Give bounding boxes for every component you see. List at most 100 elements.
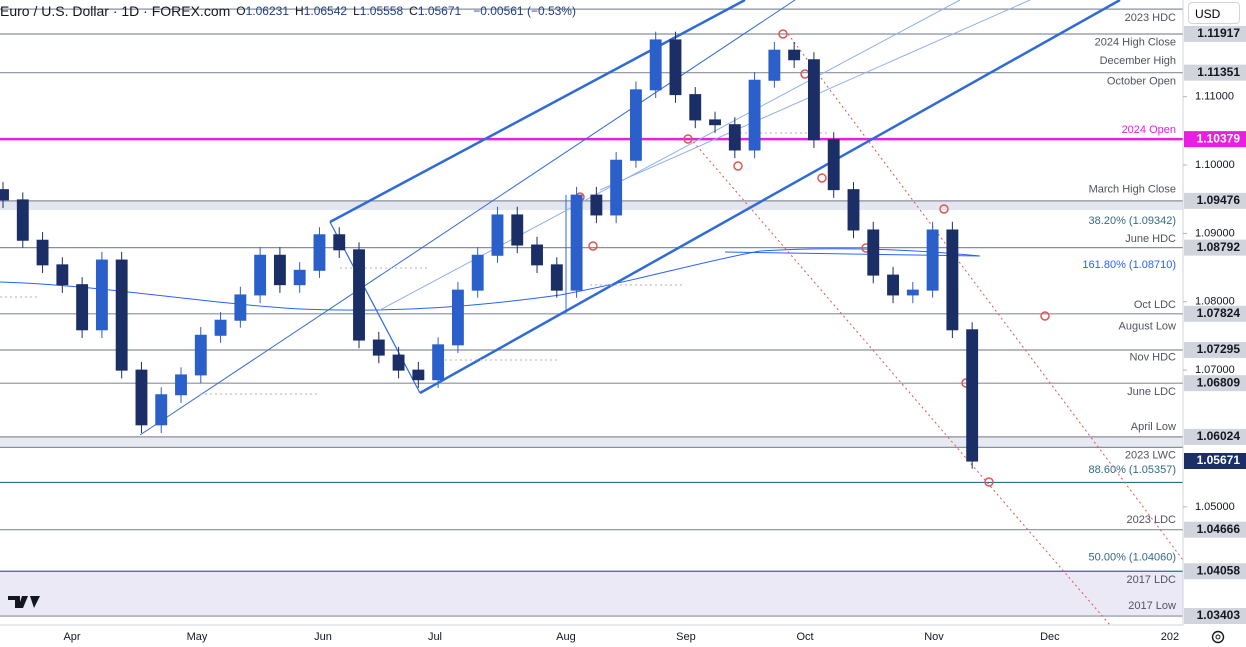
level-annotation: 2023 HDC <box>1125 12 1176 24</box>
candle-body <box>155 394 168 426</box>
ohlc-value: 1.05671 <box>417 4 462 18</box>
candle-body <box>570 194 583 291</box>
y-tick-label: 1.05000 <box>1195 501 1235 513</box>
candle-body <box>293 269 306 286</box>
y-tick-label: 1.08000 <box>1195 296 1235 308</box>
level-annotation: August Low <box>1119 320 1177 332</box>
candle-body <box>827 139 840 191</box>
ohlc-value: 1.06542 <box>303 4 348 18</box>
candle-body <box>807 59 820 141</box>
candle-body <box>214 319 227 336</box>
candle-body <box>36 239 49 266</box>
candle-body <box>194 334 207 376</box>
x-tick-label: Dec <box>1040 631 1060 643</box>
candle-body <box>966 329 979 462</box>
candle-body <box>649 39 662 91</box>
level-annotation: 2023 LWC <box>1125 449 1176 461</box>
level-annotation: 2024 Open <box>1122 124 1176 136</box>
price-box <box>1184 608 1246 625</box>
price-box <box>1184 64 1246 81</box>
level-annotation: 88.60% (1.05357) <box>1089 464 1176 476</box>
candle-body <box>313 234 326 271</box>
candle-body <box>16 199 29 241</box>
zone-band <box>0 436 1183 448</box>
x-tick-label: Aug <box>556 631 576 643</box>
y-tick-label: 1.10000 <box>1195 159 1235 171</box>
price-axis <box>1183 0 1246 647</box>
candle-body <box>847 189 860 231</box>
price-box-label: 1.06024 <box>1197 429 1241 443</box>
price-box <box>1184 452 1246 469</box>
price-box-label: 1.04666 <box>1197 522 1241 536</box>
price-box-label: 1.07295 <box>1197 342 1241 356</box>
candle-body <box>511 214 524 246</box>
x-tick-label: Nov <box>924 631 944 643</box>
x-tick-label: Sep <box>676 631 696 643</box>
settings-icon[interactable] <box>1211 630 1225 644</box>
pivot-marker <box>588 241 598 251</box>
pivot-marker <box>683 134 693 144</box>
candle-body <box>432 344 445 381</box>
level-annotation: 38.20% (1.09342) <box>1089 215 1176 227</box>
moving-average <box>0 248 981 311</box>
price-box <box>1184 192 1246 209</box>
level-annotation: 2017 LDC <box>1126 574 1176 586</box>
price-box-label: 1.08792 <box>1197 240 1241 254</box>
settings-gear[interactable] <box>1211 630 1225 644</box>
candle-body <box>115 259 128 371</box>
candle-body <box>392 354 405 371</box>
channel-line <box>419 0 1121 395</box>
change: −0.00561 (−0.53%) <box>473 4 576 18</box>
ohlc-key: O <box>236 4 246 18</box>
level-annotation: June LDC <box>1127 386 1176 398</box>
price-box <box>1184 428 1246 445</box>
slope-line <box>784 29 1184 561</box>
level-annotation: April Low <box>1131 421 1176 433</box>
pivot-marker <box>733 161 743 171</box>
ohlc-key: L <box>353 4 360 18</box>
candle-body <box>451 289 464 346</box>
currency-select[interactable]: USD <box>1188 2 1240 24</box>
candle-body <box>175 374 187 396</box>
zone-band <box>0 571 1183 617</box>
level-annotation: 2023 LDC <box>1126 514 1176 526</box>
pivot-marker <box>778 29 788 39</box>
pivot-marker <box>939 204 949 214</box>
logo <box>8 596 40 608</box>
candle-body <box>372 339 385 356</box>
candle-body <box>906 289 919 296</box>
x-tick-label: Oct <box>796 631 813 643</box>
level-annotation: Nov HDC <box>1130 352 1177 364</box>
candle-body <box>946 229 959 331</box>
y-tick-label: 1.11000 <box>1195 91 1234 103</box>
candle-body <box>590 194 603 216</box>
x-tick-label: Jun <box>314 631 332 643</box>
candle-body <box>867 229 880 276</box>
level-annotation: 2017 Low <box>1128 600 1176 612</box>
level-annotation: 161.80% (1.08710) <box>1082 259 1176 271</box>
price-box <box>1184 131 1246 148</box>
levels-layer: 2023 HDC 2024 High Close December High Octo… <box>0 8 1183 617</box>
axis-layer: 1.11000 1.10000 1.09000 1.08000 1.07000 1.050… <box>63 25 1246 643</box>
ohlc-values: O1.06231 H1.06542 L1.05558 C1.05671 <box>236 4 467 18</box>
price-box <box>1184 305 1246 322</box>
candle-body <box>748 79 761 151</box>
candle-body <box>273 254 286 286</box>
price-box-label: 1.10379 <box>1197 131 1241 145</box>
candle-body <box>76 284 89 331</box>
level-annotation: March High Close <box>1089 184 1176 196</box>
settings-gear-hub <box>1215 634 1221 640</box>
legend-header: Euro / U.S. Dollar · 1D · FOREX.com O 1.0… <box>0 3 576 19</box>
candle-body <box>56 264 69 286</box>
candle-body <box>887 274 899 296</box>
y-tick-label: 1.09000 <box>1195 227 1235 239</box>
pivot-marker <box>1040 311 1050 321</box>
level-annotation: 50.00% (1.04060) <box>1089 551 1176 563</box>
candle-body <box>0 189 9 201</box>
data-layer <box>0 31 979 469</box>
symbol[interactable]: Euro / U.S. Dollar · 1D · FOREX.com <box>0 3 231 19</box>
channel-mid <box>139 0 796 436</box>
level-annotation: June HDC <box>1125 233 1176 245</box>
